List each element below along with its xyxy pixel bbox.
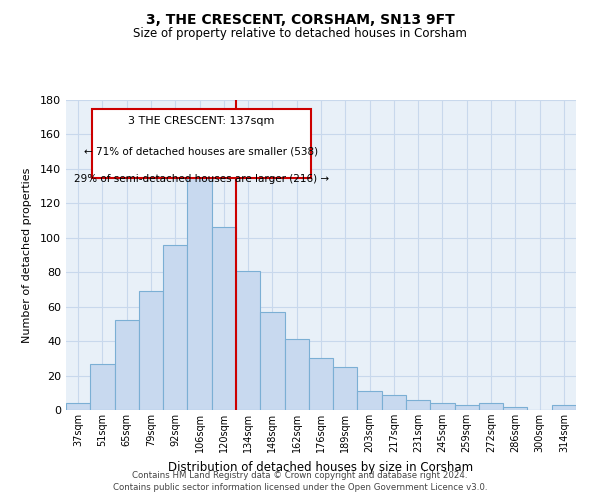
Bar (163, 244, 187, 410)
Text: ← 71% of detached houses are smaller (538): ← 71% of detached houses are smaller (53… (84, 146, 318, 156)
Text: Size of property relative to detached houses in Corsham: Size of property relative to detached ho… (133, 28, 467, 40)
Bar (430, 403, 455, 410)
Bar (503, 406, 527, 410)
Bar (552, 405, 576, 410)
FancyBboxPatch shape (91, 110, 311, 178)
Bar (406, 400, 430, 410)
Bar (284, 340, 309, 410)
Text: Contains HM Land Registry data © Crown copyright and database right 2024.: Contains HM Land Registry data © Crown c… (132, 471, 468, 480)
Y-axis label: Number of detached properties: Number of detached properties (22, 168, 32, 342)
Bar (455, 405, 479, 410)
Bar (309, 358, 333, 410)
Bar (187, 169, 212, 410)
Bar (333, 367, 358, 410)
Text: 3, THE CRESCENT, CORSHAM, SN13 9FT: 3, THE CRESCENT, CORSHAM, SN13 9FT (146, 12, 454, 26)
Bar (115, 320, 139, 410)
Bar (260, 312, 284, 410)
Text: Contains public sector information licensed under the Open Government Licence v3: Contains public sector information licen… (113, 484, 487, 492)
Bar (382, 394, 406, 410)
Bar (139, 291, 163, 410)
Text: 29% of semi-detached houses are larger (216) →: 29% of semi-detached houses are larger (… (74, 174, 329, 184)
Bar (66, 403, 90, 410)
Bar (358, 391, 382, 410)
Text: 3 THE CRESCENT: 137sqm: 3 THE CRESCENT: 137sqm (128, 116, 274, 126)
Bar (90, 364, 115, 410)
X-axis label: Distribution of detached houses by size in Corsham: Distribution of detached houses by size … (169, 460, 473, 473)
Bar (236, 270, 260, 410)
Bar (212, 228, 236, 410)
Bar (479, 403, 503, 410)
